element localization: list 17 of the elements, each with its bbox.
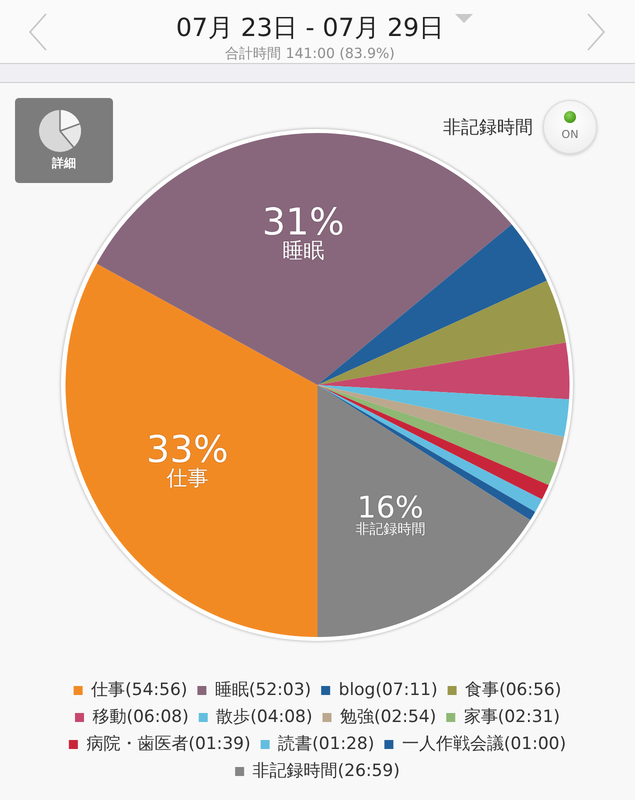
- legend-label: 勉強(02:54): [340, 706, 436, 727]
- button: 詳細: [15, 98, 113, 183]
- legend-label: 散歩(04:08): [216, 706, 313, 727]
- legend-label: 食事(06:56): [465, 680, 562, 700]
- legend-label: 一人作戦会議(01:00): [402, 734, 566, 754]
- legend-label: 読書(01:28): [278, 734, 374, 754]
- legend-label: 睡眠(52:03): [214, 680, 312, 700]
- legend-label: 仕事(54:56): [90, 680, 188, 700]
- legend-label: 病院・歯医者(01:39): [86, 734, 251, 754]
- legend-label: 移動(06:08): [92, 706, 189, 727]
- text: 非記録時間: [443, 116, 533, 140]
- legend-label: blog(07:11): [338, 680, 438, 700]
- chart-subtitle: 合計時間 141:00 (83.9%): [225, 46, 395, 62]
- chart-title: 07月 23日 - 07月 29日: [176, 13, 444, 42]
- legend-label: 家事(02:31): [464, 706, 560, 727]
- legend-label: 非記録時間(26:59): [252, 760, 400, 781]
- toggle-switch: ON: [543, 100, 597, 154]
